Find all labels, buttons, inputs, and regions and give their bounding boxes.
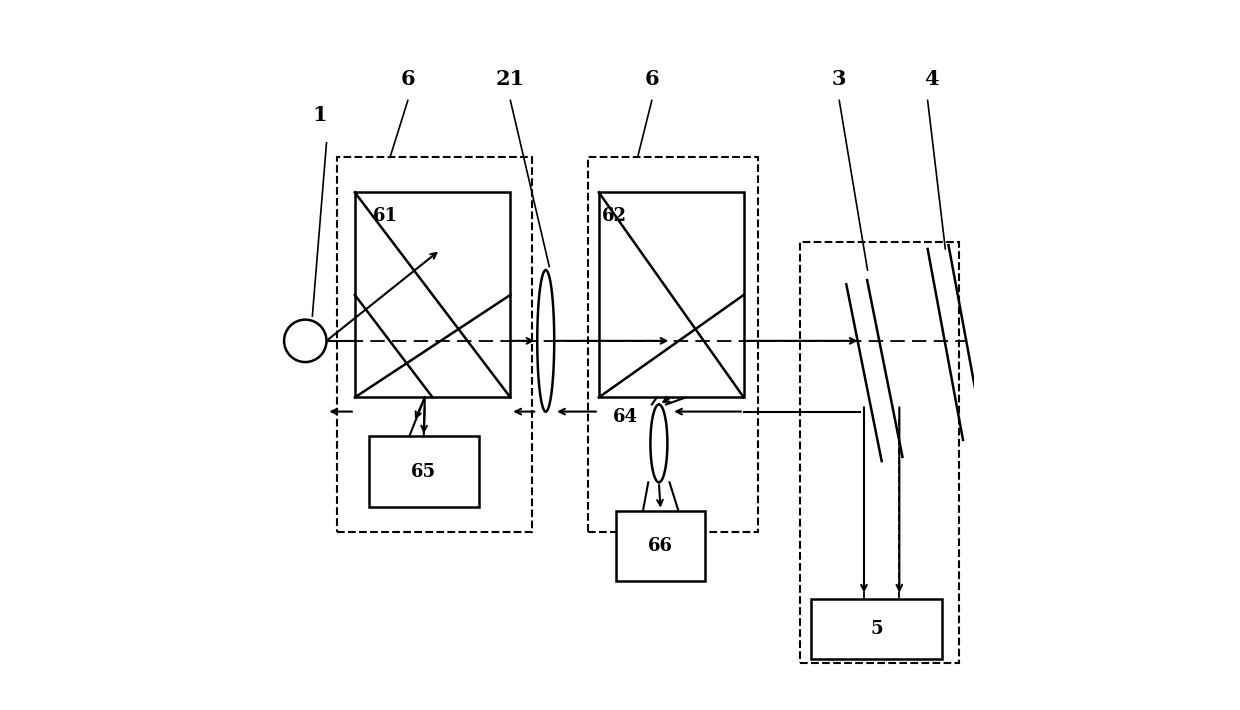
Text: 3: 3 — [832, 69, 847, 89]
Text: 4: 4 — [924, 69, 939, 89]
Bar — [811, 599, 942, 659]
Text: 66: 66 — [649, 537, 673, 555]
Bar — [588, 157, 758, 532]
Bar — [370, 437, 479, 507]
Text: 62: 62 — [603, 207, 627, 224]
Text: 64: 64 — [613, 408, 637, 426]
Text: 6: 6 — [401, 69, 415, 89]
Bar — [800, 242, 960, 662]
Bar — [599, 192, 744, 398]
Text: 5: 5 — [870, 620, 883, 638]
Text: 1: 1 — [312, 104, 327, 124]
Text: 61: 61 — [372, 207, 398, 224]
Bar — [355, 192, 511, 398]
Text: 21: 21 — [496, 69, 525, 89]
Bar — [337, 157, 532, 532]
Text: 65: 65 — [412, 463, 436, 481]
Text: 6: 6 — [645, 69, 660, 89]
Bar — [616, 510, 704, 581]
